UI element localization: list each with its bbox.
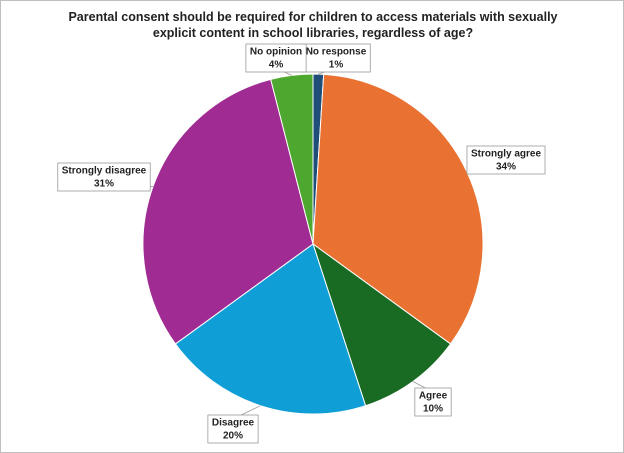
label-box xyxy=(466,145,546,175)
label-value: 10% xyxy=(423,404,443,415)
data-label: No opinion 4% xyxy=(245,43,307,73)
label-box xyxy=(301,43,371,73)
label-category: Agree xyxy=(419,391,448,402)
label-box xyxy=(245,43,307,73)
data-label: No response 1% xyxy=(301,43,371,73)
pie-slice xyxy=(270,73,314,245)
label-value: 31% xyxy=(94,179,114,190)
label-category: Strongly disagree xyxy=(62,166,147,177)
label-value: 20% xyxy=(223,431,243,442)
data-label: Strongly disagree 31% xyxy=(57,162,151,192)
label-box xyxy=(414,387,452,417)
label-value: 4% xyxy=(269,60,284,71)
label-value: 34% xyxy=(496,162,516,173)
chart-title: Parental consent should be required for … xyxy=(68,10,558,40)
data-label: Strongly agree 34% xyxy=(466,145,546,175)
label-category: No response xyxy=(306,47,367,58)
data-label: Agree 10% xyxy=(414,387,452,417)
label-box xyxy=(57,162,151,192)
label-box xyxy=(207,414,259,444)
label-value: 1% xyxy=(329,60,344,71)
label-category: Strongly agree xyxy=(471,149,541,160)
label-category: No opinion xyxy=(250,47,302,58)
data-label: Disagree 20% xyxy=(207,414,259,444)
pie-slice xyxy=(142,78,314,345)
label-category: Disagree xyxy=(212,418,255,429)
